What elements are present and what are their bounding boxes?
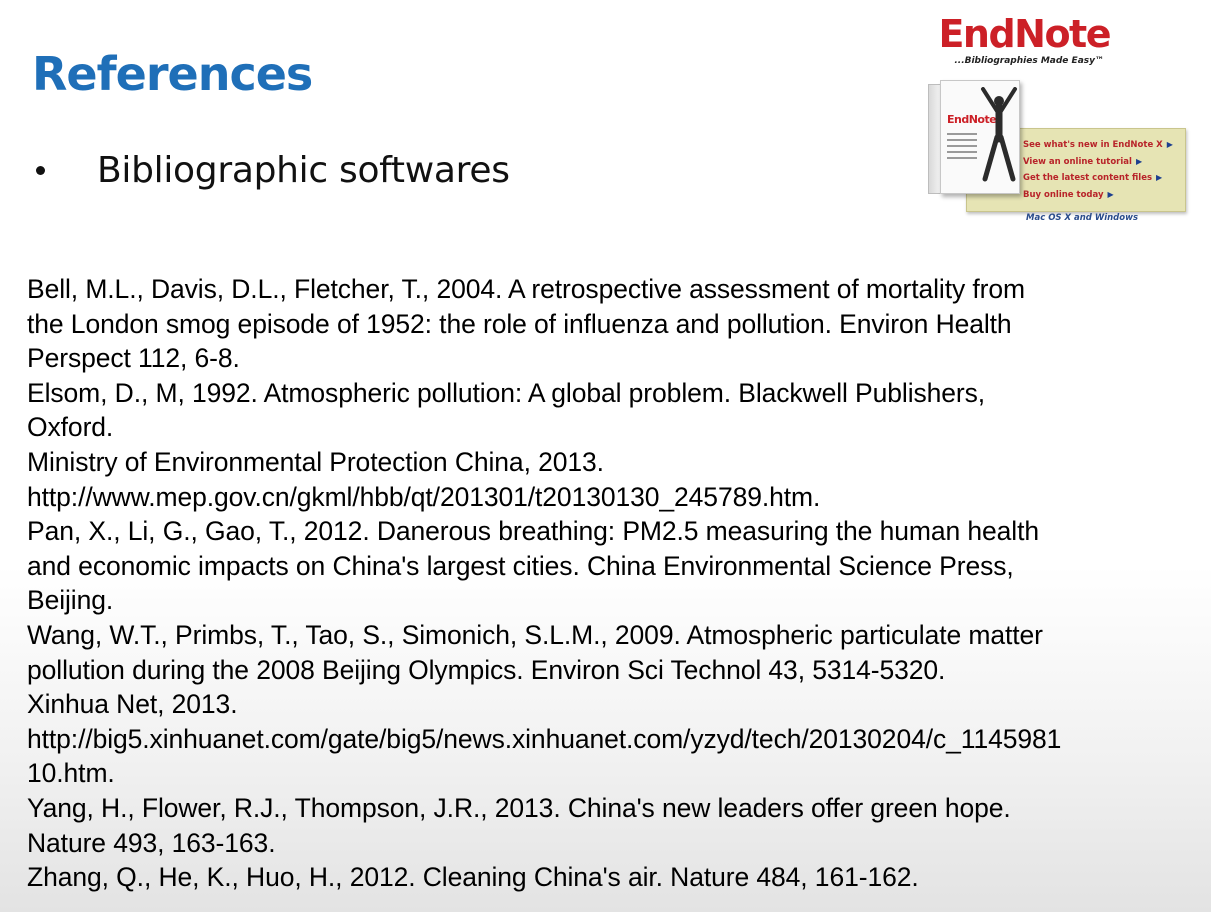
box-text-lines [947,133,977,163]
reference-line: Ministry of Environmental Protection Chi… [27,446,604,477]
reference-url[interactable]: http://big5.xinhuanet.com/gate/big5/news… [27,723,1062,754]
reference-line: Perspect 112, 6-8. [27,343,240,374]
endnote-tagline: ...Bibliographies Made Easy™ [954,56,1104,66]
bullet-item: Bibliographic softwares [36,144,510,196]
slide-title: References [32,47,313,101]
reference-line: pollution during the 2008 Beijing Olympi… [27,654,946,685]
promo-link-tutorial[interactable]: View an online tutorial ▶ [1023,156,1143,167]
jumping-person-icon [981,87,1017,182]
triangle-right-icon: ▶ [1135,156,1143,166]
reference-url[interactable]: http://www.mep.gov.cn/gkml/hbb/qt/201301… [27,481,821,512]
reference-line: Pan, X., Li, G., Gao, T., 2012. Danerous… [27,516,1039,547]
reference-line: Wang, W.T., Primbs, T., Tao, S., Simonic… [27,619,1043,650]
reference-line: the London smog episode of 1952: the rol… [27,308,1012,339]
promo-link-whats-new[interactable]: See what's new in EndNote X ▶ [1023,140,1173,150]
reference-line: Nature 493, 163-163. [27,827,276,858]
promo-link-content-files[interactable]: Get the latest content files ▶ [1023,173,1163,184]
triangle-right-icon: ▶ [1166,140,1173,149]
reference-line: Elsom, D., M, 1992. Atmospheric pollutio… [27,377,986,408]
reference-list: Bell, M.L., Davis, D.L., Fletcher, T., 2… [27,272,1197,895]
bullet-text: Bibliographic softwares [97,149,510,191]
reference-line: Zhang, Q., He, K., Huo, H., 2012. Cleani… [27,862,919,893]
reference-line: Oxford. [27,412,114,443]
box-brand-text: EndNote [947,113,997,126]
reference-line: Yang, H., Flower, R.J., Thompson, J.R., … [27,792,1011,823]
bullet-icon [36,165,45,175]
reference-line: and economic impacts on China's largest … [27,550,1014,581]
reference-line: Bell, M.L., Davis, D.L., Fletcher, T., 2… [27,274,1025,304]
box-front: EndNote [940,80,1020,194]
triangle-right-icon: ▶ [1107,189,1114,199]
promo-link-buy-online[interactable]: Buy online today ▶ [1023,189,1114,200]
endnote-product-box: EndNote [928,80,1020,194]
promo-link-list: See what's new in EndNote X ▶ View an onl… [1023,137,1173,203]
reference-line: Xinhua Net, 2013. [27,689,238,720]
endnote-logo-text: EndNote [938,12,1111,56]
reference-line: Beijing. [27,585,114,616]
triangle-right-icon: ▶ [1156,173,1163,183]
reference-url[interactable]: 10.htm. [27,758,115,789]
endnote-logo: EndNote ...Bibliographies Made Easy™ [938,12,1142,72]
platform-label: Mac OS X and Windows [1026,213,1139,223]
